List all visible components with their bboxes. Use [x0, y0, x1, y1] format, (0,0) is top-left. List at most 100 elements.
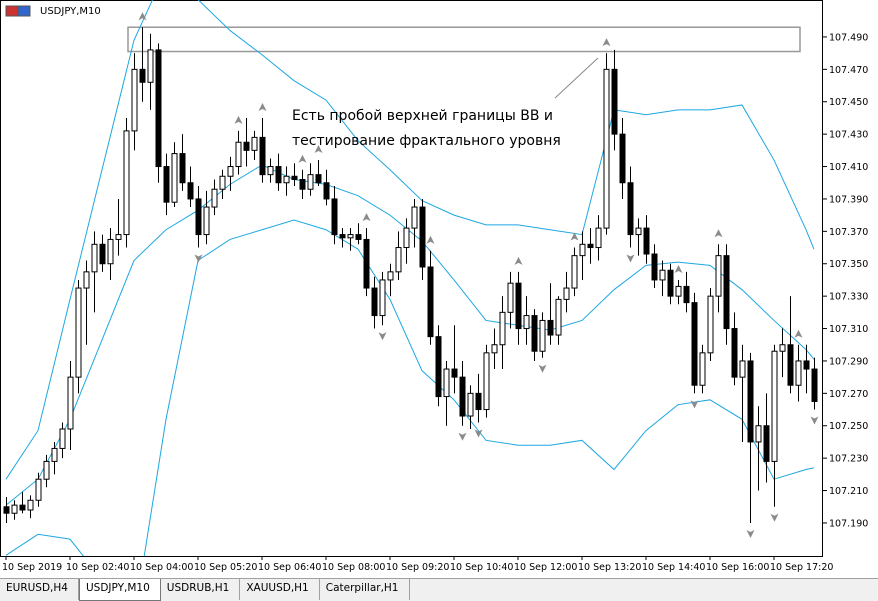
candle-body	[27, 499, 34, 511]
candle-body	[483, 352, 490, 411]
candle-body	[115, 234, 122, 240]
candle-body	[435, 336, 442, 398]
candle-body	[411, 206, 418, 229]
candle-body	[451, 368, 458, 378]
candle-body	[699, 352, 706, 386]
candle-body	[131, 68, 138, 132]
candle-body	[595, 227, 602, 249]
x-tick-label: 10 Sep 05:20	[194, 562, 257, 573]
candle-body	[99, 243, 106, 265]
candle-body	[715, 255, 722, 297]
fractal-up	[602, 38, 611, 47]
fractal-down	[770, 513, 779, 522]
candle-body	[355, 234, 362, 240]
candle-body	[179, 153, 186, 184]
fractal-down	[538, 364, 547, 373]
x-tick-label: 10 Sep 04:00	[130, 562, 193, 573]
annotation: тестирование фрактального уровня	[292, 133, 561, 149]
fractal-down	[746, 529, 755, 538]
candle-body	[371, 287, 378, 317]
chart-icon	[17, 5, 31, 17]
candle-body	[123, 130, 130, 236]
candle-body	[723, 255, 730, 330]
y-tick-label: 107.470	[829, 65, 868, 76]
candle-body	[227, 166, 234, 177]
candle-body	[619, 133, 626, 184]
chart-tab[interactable]: EURUSD,H4	[0, 579, 79, 600]
chart-tab[interactable]: Caterpillar,H1	[320, 579, 410, 600]
candle-body	[539, 319, 546, 352]
candle-body	[747, 360, 754, 443]
candle-body	[587, 243, 594, 249]
candle-body	[211, 188, 218, 208]
level-box	[127, 26, 801, 53]
candle-body	[307, 174, 314, 190]
candle-body	[363, 238, 370, 289]
fractal-up	[514, 256, 523, 265]
candle-body	[675, 285, 682, 297]
candle-body	[59, 428, 66, 449]
y-tick-label: 107.310	[829, 324, 868, 335]
candle-body	[667, 269, 674, 297]
candle-body	[731, 328, 738, 378]
y-tick-label: 107.430	[829, 130, 868, 141]
candle-body	[11, 504, 18, 514]
x-tick-label: 10 Sep 14:40	[642, 562, 705, 573]
bollinger-lower	[5, 219, 815, 556]
candle-body	[491, 344, 498, 354]
y-tick-label: 107.290	[829, 356, 868, 367]
candle-body	[395, 247, 402, 273]
chart-tab[interactable]: USDRUB,H1	[161, 579, 241, 600]
fractal-up	[674, 264, 683, 273]
y-tick-label: 107.190	[829, 518, 868, 529]
candle-body	[523, 315, 530, 330]
candle-body	[787, 344, 794, 386]
candle-body	[3, 506, 10, 514]
fractal-up	[258, 102, 267, 111]
candle-body	[251, 136, 258, 151]
candle-body	[459, 376, 466, 417]
fractal-down	[378, 332, 387, 341]
chart-tab[interactable]: XAUUSD,H1	[240, 579, 320, 600]
candle-body	[779, 344, 786, 352]
candle-body	[91, 243, 98, 273]
candle-body	[147, 49, 154, 83]
candle-body	[19, 504, 26, 511]
fractal-up	[426, 235, 435, 244]
y-tick-label: 107.390	[829, 194, 868, 205]
candle-body	[739, 360, 746, 378]
candle-body	[43, 460, 50, 480]
candle-body	[299, 179, 306, 190]
fractal-down	[458, 432, 467, 441]
candle-body	[83, 271, 90, 289]
candle-body	[475, 392, 482, 411]
candle-body	[171, 153, 178, 203]
fractal-up	[362, 213, 371, 222]
candle-body	[627, 182, 634, 236]
tab-bar: EURUSD,H4 USDJPY,M10 USDRUB,H1 XAUUSD,H1 Cat…	[0, 578, 878, 601]
fractal-down	[626, 254, 635, 263]
candle-body	[499, 311, 506, 346]
y-tick-label: 107.370	[829, 227, 868, 238]
candle-body	[763, 425, 770, 462]
candle-body	[203, 206, 210, 236]
candle-body	[611, 68, 618, 135]
candle-body	[195, 198, 202, 236]
candle-body	[283, 175, 290, 184]
y-tick-label: 107.410	[829, 162, 868, 173]
candle-body	[771, 350, 778, 462]
x-tick-label: 10 Sep 2019	[2, 562, 62, 573]
candle-body	[579, 243, 586, 257]
chart-tab[interactable]: USDJPY,M10	[78, 579, 161, 601]
candle-body	[331, 198, 338, 236]
fractal-up	[314, 145, 323, 154]
candle-body	[555, 298, 562, 336]
fractal-up	[794, 329, 803, 338]
fractal-up	[234, 115, 243, 124]
candle-body	[235, 141, 242, 168]
candle-body	[803, 360, 810, 370]
candle-body	[571, 255, 578, 289]
candle-body	[515, 282, 522, 330]
candle-body	[707, 295, 714, 354]
